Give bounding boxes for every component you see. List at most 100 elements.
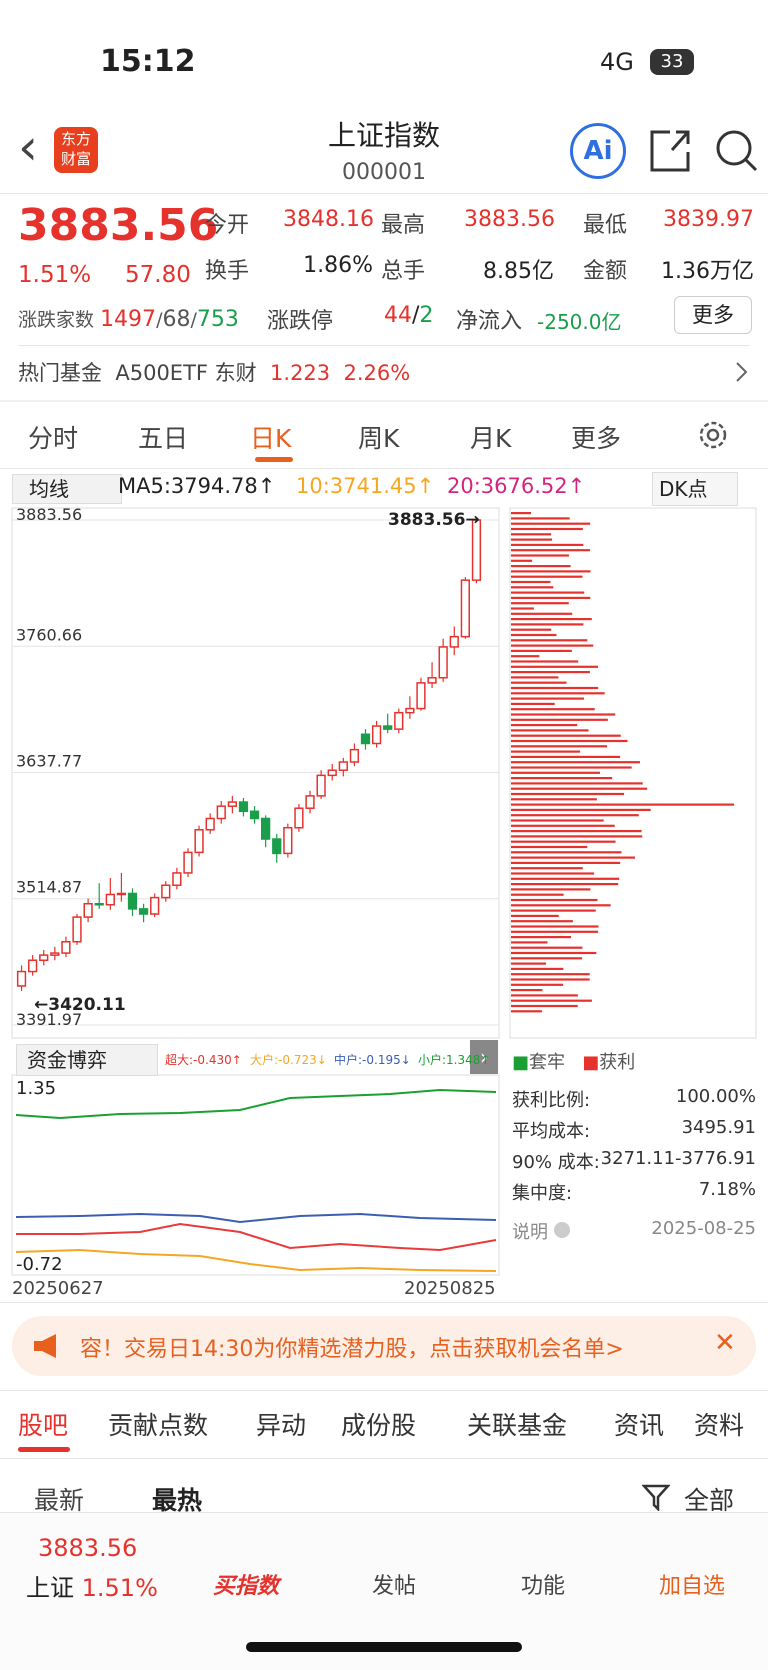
section-tab[interactable]: 成份股 [341, 1411, 417, 1440]
note[interactable]: 说明 [512, 1218, 570, 1244]
chip-bar [511, 586, 554, 589]
sort-latest[interactable]: 最新 [34, 1486, 85, 1515]
chip-value: 100.00% [675, 1086, 756, 1107]
chip-bar [511, 554, 569, 557]
chip-bar [511, 967, 564, 970]
ind-top: 1.35 [16, 1078, 57, 1099]
bottom-price: 3883.56 [38, 1534, 138, 1562]
back-button[interactable]: ‹ [18, 118, 38, 176]
chip-bar [511, 602, 569, 605]
candle-body [261, 817, 271, 840]
chip-bar [511, 596, 591, 599]
stat-value: 1.36万亿 [661, 259, 754, 284]
tab[interactable]: 更多 [571, 424, 622, 453]
chip-bar [511, 803, 735, 806]
chip-bar [511, 851, 622, 854]
tab[interactable]: 分时 [28, 424, 79, 453]
chip-bar [511, 994, 578, 997]
ma10: 10:3741.45↑ [296, 474, 435, 498]
hot-label: 热门基金 [18, 361, 102, 385]
ai-button[interactable]: Ai [570, 123, 626, 179]
candle-body [72, 916, 82, 943]
chip-bar [511, 824, 615, 827]
stat-value: 3883.56 [464, 207, 555, 232]
settings-icon[interactable] [696, 418, 730, 452]
chip-bar [511, 671, 590, 674]
chip-bar [511, 607, 534, 610]
chip-value: 3495.91 [681, 1117, 756, 1138]
candle-body [449, 635, 459, 648]
chip-bar [511, 1010, 542, 1013]
breadth-down: 753 [196, 307, 239, 332]
candle-body [28, 959, 38, 973]
chevron [736, 362, 748, 382]
banner-close[interactable]: ✕ [714, 1328, 736, 1358]
chip-bar [511, 920, 573, 923]
indicator-menu[interactable]: 资金博弈 [16, 1044, 158, 1076]
limit-label: 涨跌停 [267, 309, 334, 334]
chip-bar [511, 777, 613, 780]
high-note: 3883.56→ [388, 510, 480, 530]
bottom-item[interactable]: 功能 [520, 1574, 565, 1599]
header-icons [650, 130, 758, 172]
section-tab[interactable]: 股吧 [18, 1411, 69, 1440]
stat-label: 换手 [205, 259, 250, 284]
indicator-item: 中户:-0.195↓ [334, 1053, 411, 1067]
ma-menu[interactable]: 均线 [12, 474, 122, 504]
candle-body [405, 707, 415, 714]
sep: / [156, 309, 163, 331]
dk-button[interactable]: DK点 [652, 472, 738, 506]
section-tab[interactable]: 资讯 [614, 1411, 665, 1440]
chip-bar [511, 951, 597, 955]
chip-bar [511, 835, 643, 838]
chip-bar [511, 739, 628, 743]
section-tab[interactable]: 资料 [694, 1411, 745, 1440]
bottom-name: 上证 [26, 1574, 74, 1602]
note-label: 说明 [512, 1222, 548, 1243]
expand[interactable]: › [470, 1040, 498, 1074]
section-tab[interactable]: 异动 [256, 1411, 307, 1440]
mid-line [15, 1212, 497, 1224]
bottom-item[interactable]: 发帖 [371, 1574, 416, 1599]
y-tick-label: 3883.56 [16, 505, 82, 524]
chip-label: 集中度: [512, 1183, 573, 1204]
chip-bar [511, 914, 559, 917]
tab[interactable]: 五日 [138, 424, 189, 453]
chip-bar [511, 898, 598, 902]
chip-bar [511, 612, 573, 615]
section-tab[interactable]: 关联基金 [467, 1411, 568, 1440]
banner[interactable] [12, 1316, 756, 1376]
chip-bar [511, 697, 584, 700]
chip-bar [511, 543, 584, 546]
candle-body [360, 733, 371, 745]
limit-up: 44 [384, 303, 412, 328]
chip-bar [511, 814, 639, 817]
limit-down: 2 [419, 303, 434, 328]
candle-body [272, 838, 282, 855]
indicator-item: 小户:1.348↑ [418, 1053, 491, 1067]
chip-bar [511, 930, 599, 933]
tab[interactable]: 月K [470, 424, 512, 453]
chip-bar [511, 883, 619, 886]
tab[interactable]: 周K [358, 424, 400, 453]
bottom-item[interactable]: 买指数 [212, 1574, 279, 1599]
candle-body [61, 941, 71, 954]
chip-frame [509, 507, 757, 1039]
candle-body [338, 761, 348, 771]
sort-hot[interactable]: 最热 [152, 1486, 203, 1515]
section-tab[interactable]: 贡献点数 [108, 1411, 209, 1440]
tab[interactable]: 日K [250, 424, 292, 453]
chip-bar [511, 877, 620, 880]
candle-body [427, 676, 437, 684]
filter[interactable]: 全部 [684, 1486, 735, 1515]
bottom-item[interactable]: 加自选 [658, 1574, 725, 1599]
candle-body [138, 908, 149, 915]
chip-bar [511, 989, 543, 992]
stat-value: 3848.16 [283, 207, 374, 232]
stat-value: 8.85亿 [483, 259, 554, 284]
chip-bar [511, 565, 571, 568]
flow-value: -250.0亿 [537, 310, 622, 334]
more-button[interactable]: 更多 [674, 296, 752, 334]
chip-bar [511, 808, 651, 811]
chip-bar [511, 893, 564, 896]
